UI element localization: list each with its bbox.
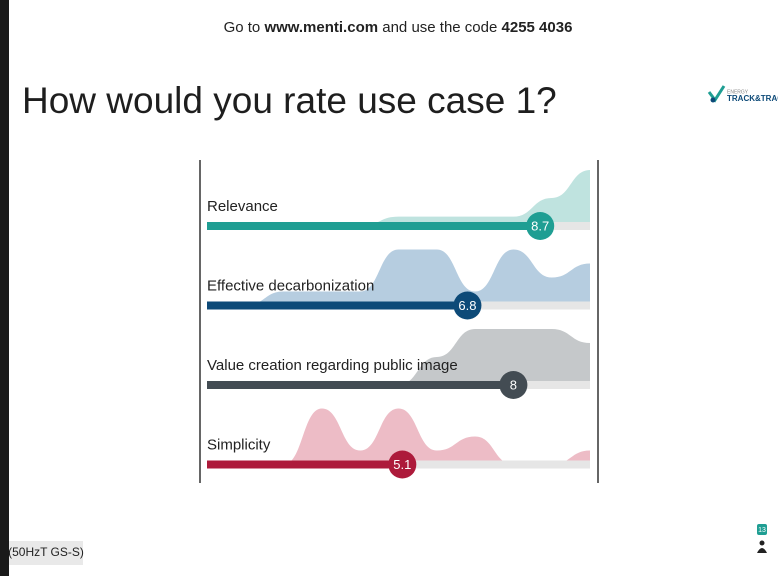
distribution-area xyxy=(207,408,590,465)
distribution-area xyxy=(207,329,590,385)
score-marker xyxy=(453,291,482,320)
score-label: 6.8 xyxy=(458,298,476,313)
score-bar xyxy=(207,301,468,310)
score-label: 8 xyxy=(510,377,517,392)
code: 4255 4036 xyxy=(502,19,573,36)
person-head xyxy=(759,540,765,546)
distribution-area xyxy=(207,249,590,306)
score-bar xyxy=(207,222,541,230)
scale-chart: Relevance 8.7 Effective decarbonization 6.8… xyxy=(207,170,590,479)
statement-label: Value creation regarding public image xyxy=(207,357,458,374)
logo-dot xyxy=(710,97,716,103)
participant-badge xyxy=(757,524,767,535)
left-border xyxy=(0,0,9,576)
statement-label: Effective decarbonization xyxy=(207,277,374,294)
text: Go to xyxy=(224,19,265,36)
score-marker xyxy=(388,450,417,479)
score-label: 8.7 xyxy=(531,218,549,233)
person-body xyxy=(757,548,767,553)
url: www.menti.com xyxy=(263,19,378,36)
score-marker xyxy=(499,371,528,399)
statement-label: Relevance xyxy=(207,198,278,215)
logo-small: ENERGY xyxy=(727,89,749,95)
participant-count: 13 xyxy=(758,527,766,534)
join-instructions: Go to www.menti.com and use the code 425… xyxy=(224,19,573,36)
score-label: 5.1 xyxy=(393,457,411,472)
text: and use the code xyxy=(378,19,501,36)
statement-label: Simplicity xyxy=(207,436,271,453)
room-label: (50HzT GS-S) xyxy=(8,545,84,559)
score-bar xyxy=(207,460,403,469)
slide-title: How would you rate use case 1? xyxy=(22,80,557,121)
score-bar xyxy=(207,381,514,389)
logo-big: TRACK&TRACE xyxy=(727,94,778,103)
logo: ENERGY TRACK&TRACE xyxy=(707,85,778,103)
score-marker xyxy=(526,212,555,240)
room-badge xyxy=(9,541,83,565)
